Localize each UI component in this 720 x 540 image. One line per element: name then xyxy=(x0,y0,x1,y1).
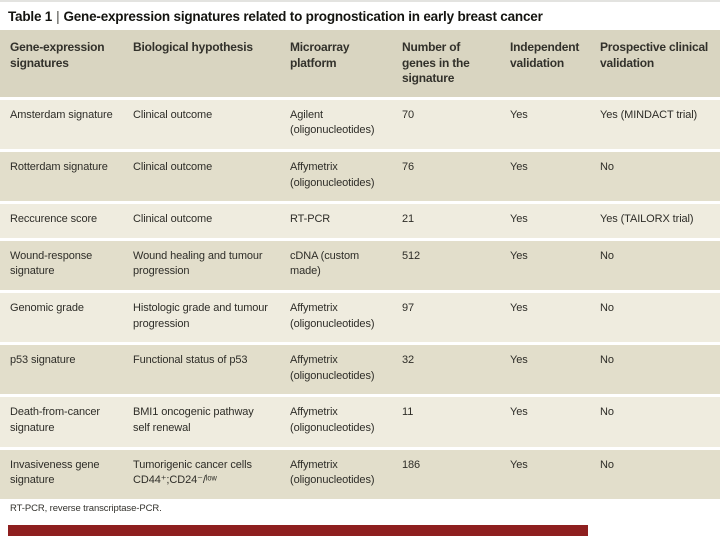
table-row: Reccurence score Clinical outcome RT-PCR 21… xyxy=(0,204,720,238)
table-cell: No xyxy=(590,293,720,343)
table-cell: Affymetrix (oligonucleotides) xyxy=(280,293,392,343)
table-cell: 70 xyxy=(392,99,500,149)
table-cell: Yes xyxy=(500,240,590,291)
slide-accent-bar xyxy=(8,524,588,536)
column-header-signatures: Gene-expression signatures xyxy=(0,30,123,97)
table-title: Table 1 | Gene-expression signatures relat… xyxy=(8,9,712,24)
table-cell: 32 xyxy=(392,345,500,395)
table-cell: 11 xyxy=(392,397,500,447)
table-row: Invasiveness gene signature Tumorigenic c… xyxy=(0,449,720,499)
table-cell: Agilent (oligonucleotides) xyxy=(280,99,392,149)
table-cell: No xyxy=(590,345,720,395)
column-header-platform: Microarray platform xyxy=(280,30,392,97)
table-cell: Yes xyxy=(500,204,590,238)
table-row: Genomic grade Histologic grade and tumour… xyxy=(0,293,720,343)
table-cell: Affymetrix (oligonucleotides) xyxy=(280,397,392,447)
table-row: Amsterdam signature Clinical outcome Agile… xyxy=(0,99,720,149)
table-cell: Yes xyxy=(500,397,590,447)
table-cell: Yes xyxy=(500,99,590,149)
table-cell: RT-PCR xyxy=(280,204,392,238)
table-cell: Genomic grade xyxy=(0,293,123,343)
table-row: Wound-response signature Wound healing an… xyxy=(0,240,720,291)
table-cell: 97 xyxy=(392,293,500,343)
column-header-prospective-validation: Prospective clinical validation xyxy=(590,30,720,97)
table-cell: Amsterdam signature xyxy=(0,99,123,149)
table-title-text: Gene-expression signatures related to pr… xyxy=(63,9,543,24)
table-cell: Clinical outcome xyxy=(123,204,280,238)
table-cell: Yes (TAILORX trial) xyxy=(590,204,720,238)
title-separator-bar: | xyxy=(56,9,60,24)
table-cell: Affymetrix (oligonucleotides) xyxy=(280,152,392,202)
table-cell: Yes xyxy=(500,152,590,202)
table-cell: cDNA (custom made) xyxy=(280,240,392,291)
table-cell: Reccurence score xyxy=(0,204,123,238)
table-cell: No xyxy=(590,397,720,447)
table-number: Table 1 xyxy=(8,9,53,24)
gene-signatures-table: Gene-expression signatures Biological hy… xyxy=(0,27,720,502)
table-cell: Functional status of p53 xyxy=(123,345,280,395)
column-header-hypothesis: Biological hypothesis xyxy=(123,30,280,97)
table-cell: No xyxy=(590,240,720,291)
table-cell: 186 xyxy=(392,449,500,499)
table-footnote: RT-PCR, reverse transcriptase-PCR. xyxy=(10,502,162,514)
table-row: p53 signature Functional status of p53 Aff… xyxy=(0,345,720,395)
table-cell: 21 xyxy=(392,204,500,238)
table-cell: Tumorigenic cancer cells CD44⁺;CD24⁻/ˡᵒʷ xyxy=(123,449,280,499)
table-cell: Yes xyxy=(500,449,590,499)
table-cell: 76 xyxy=(392,152,500,202)
column-header-num-genes: Number of genes in the signature xyxy=(392,30,500,97)
table-body: Amsterdam signature Clinical outcome Agile… xyxy=(0,99,720,499)
table-header-row: Gene-expression signatures Biological hy… xyxy=(0,30,720,97)
table-cell: No xyxy=(590,449,720,499)
table-row: Rotterdam signature Clinical outcome Affym… xyxy=(0,152,720,202)
table-cell: p53 signature xyxy=(0,345,123,395)
table-cell: Wound-response signature xyxy=(0,240,123,291)
table-cell: Histologic grade and tumour progression xyxy=(123,293,280,343)
table-cell: Death-from-cancer signature xyxy=(0,397,123,447)
column-header-independent-validation: Independent validation xyxy=(500,30,590,97)
table-cell: Affymetrix (oligonucleotides) xyxy=(280,449,392,499)
table-cell: 512 xyxy=(392,240,500,291)
table-cell: BMI1 oncogenic pathway self renewal xyxy=(123,397,280,447)
table-cell: Clinical outcome xyxy=(123,99,280,149)
table-cell: Yes xyxy=(500,293,590,343)
table-cell: Affymetrix (oligonucleotides) xyxy=(280,345,392,395)
table-cell: No xyxy=(590,152,720,202)
table-cell: Clinical outcome xyxy=(123,152,280,202)
table-cell: Invasiveness gene signature xyxy=(0,449,123,499)
table-cell: Yes xyxy=(500,345,590,395)
table-cell: Yes (MINDACT trial) xyxy=(590,99,720,149)
table-cell: Rotterdam signature xyxy=(0,152,123,202)
table-cell: Wound healing and tumour progression xyxy=(123,240,280,291)
table-row: Death-from-cancer signature BMI1 oncogeni… xyxy=(0,397,720,447)
